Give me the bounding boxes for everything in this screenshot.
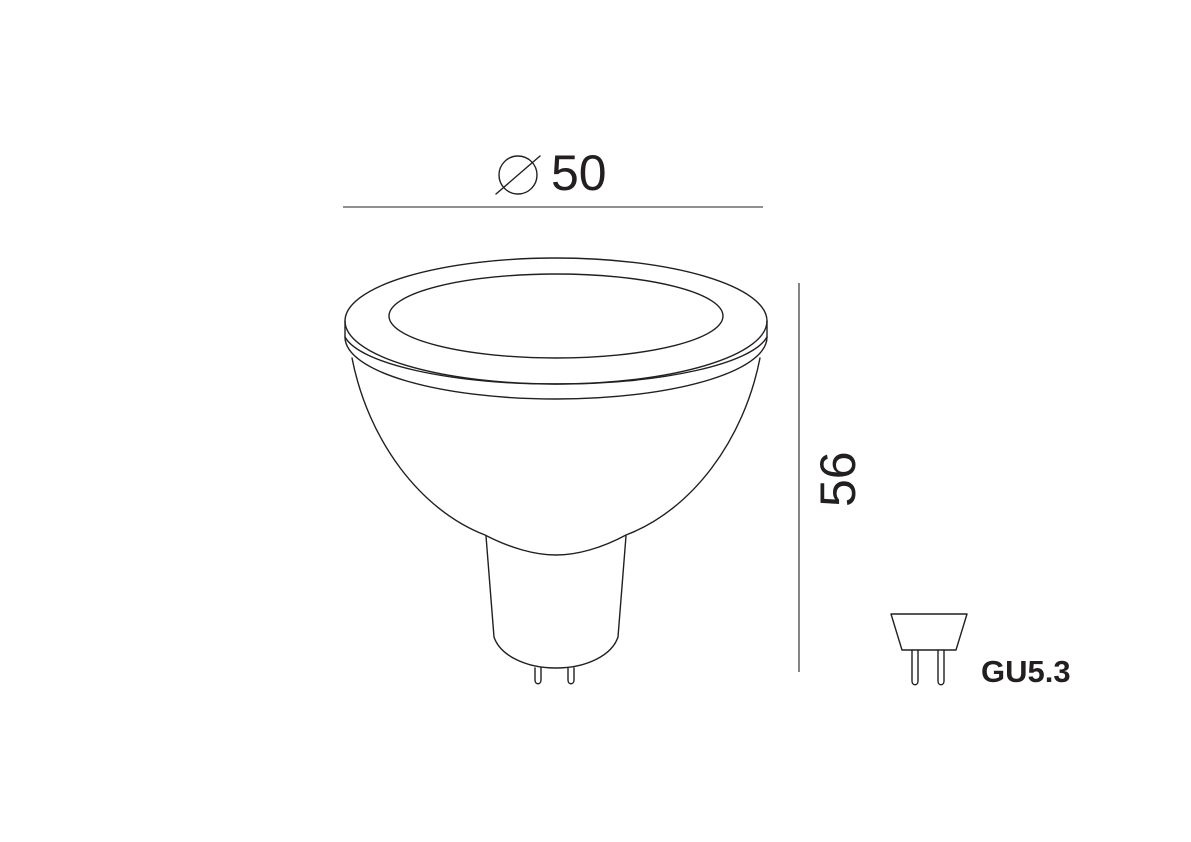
lamp-rim-band-line	[344, 336, 768, 385]
diameter-dimension: 50	[343, 145, 763, 208]
lamp-reflector-body	[351, 357, 761, 556]
diameter-value: 50	[551, 145, 607, 201]
height-value: 56	[810, 451, 866, 507]
lamp-pin-left	[534, 667, 542, 685]
gu53-base-icon	[890, 613, 968, 686]
base-type-label: GU5.3	[981, 654, 1071, 689]
diameter-symbol-icon	[495, 155, 541, 195]
height-dimension: 56	[798, 283, 866, 672]
mr16-lamp-illustration	[344, 257, 768, 685]
lamp-rim-band	[344, 320, 768, 400]
base-type-group: GU5.3	[890, 613, 1071, 689]
lamp-neck	[485, 535, 627, 669]
lamp-rim-outer	[344, 257, 768, 385]
lamp-lens	[388, 273, 724, 359]
lamp-pin-right	[567, 667, 575, 685]
